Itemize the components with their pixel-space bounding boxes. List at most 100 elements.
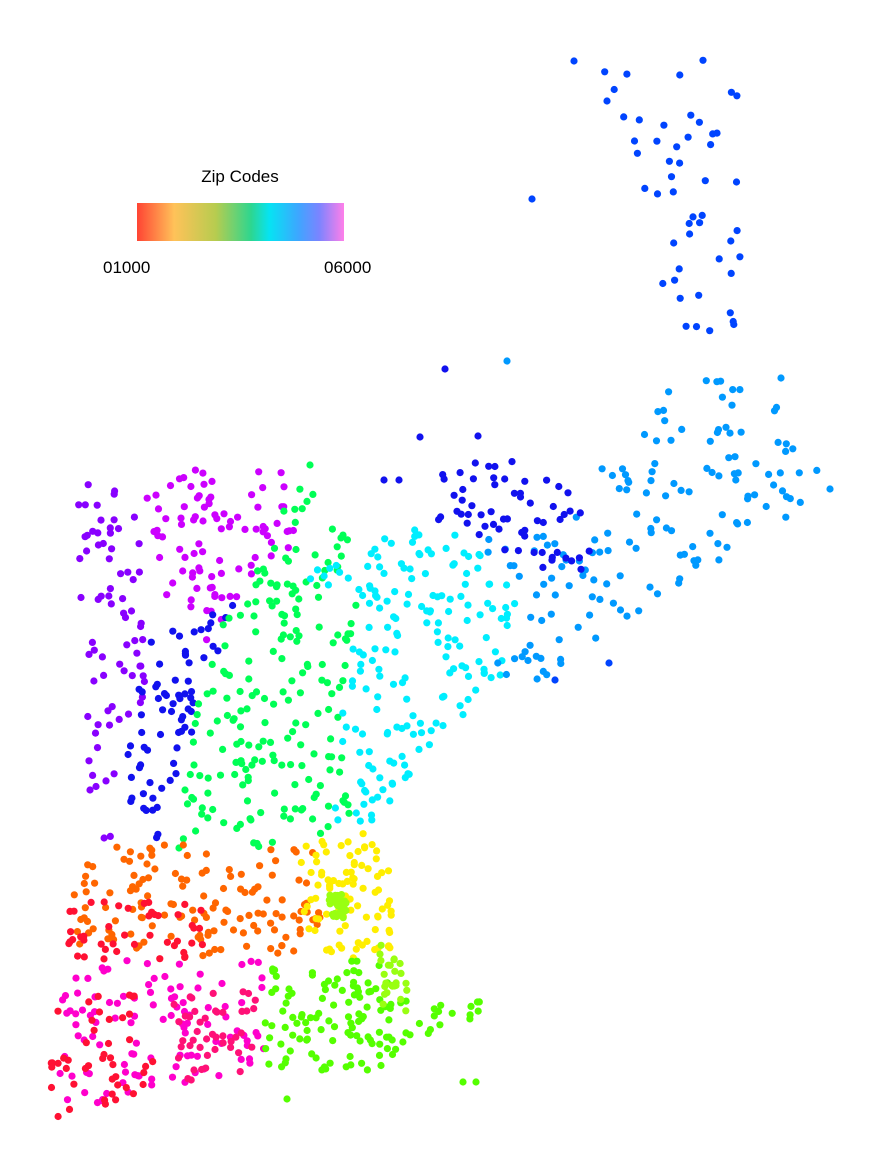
zip-code-point bbox=[189, 906, 197, 914]
zip-code-point bbox=[181, 786, 189, 794]
zip-code-point bbox=[148, 922, 156, 930]
zip-code-point bbox=[328, 753, 336, 761]
zip-code-point bbox=[385, 1016, 393, 1024]
zip-code-point bbox=[137, 852, 145, 860]
zip-code-point bbox=[82, 1039, 90, 1047]
zip-code-point bbox=[577, 565, 585, 573]
zip-code-point bbox=[737, 428, 745, 436]
zip-code-point bbox=[287, 761, 295, 769]
zip-code-point bbox=[149, 806, 157, 814]
zip-code-point bbox=[84, 481, 92, 489]
zip-code-point bbox=[204, 1004, 212, 1012]
zip-code-point bbox=[278, 896, 286, 904]
zip-code-point bbox=[490, 474, 498, 482]
zip-code-point bbox=[278, 1063, 286, 1071]
zip-code-point bbox=[356, 667, 364, 675]
zip-code-point bbox=[265, 1060, 273, 1068]
zip-code-point bbox=[218, 979, 226, 988]
zip-code-point bbox=[258, 983, 266, 992]
zip-code-point bbox=[229, 716, 237, 724]
zip-code-point bbox=[325, 896, 333, 904]
zip-code-point bbox=[193, 584, 201, 593]
zip-code-point bbox=[223, 694, 231, 702]
zip-code-point bbox=[209, 989, 217, 998]
zip-code-point bbox=[557, 655, 565, 664]
zip-code-point bbox=[135, 540, 143, 548]
zip-code-point bbox=[687, 111, 695, 119]
zip-code-point bbox=[474, 432, 482, 440]
zip-code-point bbox=[623, 486, 631, 494]
zip-code-point bbox=[219, 1032, 227, 1040]
zip-code-point bbox=[199, 517, 207, 525]
zip-code-point bbox=[108, 1090, 116, 1098]
zip-code-point bbox=[131, 637, 139, 645]
zip-code-point bbox=[215, 1072, 223, 1080]
zip-code-point bbox=[142, 1062, 150, 1070]
zip-code-point bbox=[280, 483, 288, 491]
zip-code-point bbox=[579, 571, 587, 580]
zip-code-point bbox=[648, 468, 656, 476]
zip-code-point bbox=[216, 771, 225, 779]
zip-code-point bbox=[94, 721, 102, 729]
zip-code-point bbox=[267, 846, 275, 854]
zip-code-point bbox=[97, 592, 105, 600]
zip-code-point bbox=[267, 945, 275, 953]
zip-code-point bbox=[392, 614, 400, 623]
zip-code-point bbox=[292, 719, 300, 727]
zip-code-point bbox=[254, 958, 262, 967]
zip-code-point bbox=[526, 641, 534, 649]
zip-code-point bbox=[364, 865, 372, 873]
zip-code-point bbox=[196, 970, 204, 978]
zip-code-point bbox=[485, 535, 493, 544]
zip-code-point bbox=[684, 133, 692, 141]
zip-code-point bbox=[610, 85, 618, 94]
zip-code-point bbox=[339, 531, 347, 539]
zip-code-point bbox=[568, 557, 576, 565]
zip-code-point bbox=[337, 842, 345, 850]
zip-code-point bbox=[120, 1060, 128, 1069]
zip-code-point bbox=[109, 940, 117, 948]
zip-code-point bbox=[256, 577, 264, 585]
zip-code-point bbox=[195, 924, 204, 933]
zip-code-point bbox=[282, 933, 290, 941]
zip-code-point bbox=[108, 545, 116, 553]
zip-code-point bbox=[97, 940, 105, 948]
zip-code-point bbox=[119, 1014, 127, 1022]
zip-code-point bbox=[204, 931, 212, 939]
zip-code-point bbox=[85, 650, 93, 659]
zip-code-point bbox=[348, 957, 356, 965]
zip-code-point bbox=[83, 547, 91, 555]
zip-code-point bbox=[323, 679, 331, 687]
zip-code-point bbox=[481, 522, 489, 530]
zip-code-point bbox=[152, 491, 160, 499]
zip-code-legend: Zip Codes 01000 06000 bbox=[100, 165, 380, 280]
zip-code-point bbox=[325, 1017, 333, 1025]
zip-code-point bbox=[143, 494, 151, 502]
zip-code-point bbox=[236, 687, 244, 696]
zip-code-point bbox=[126, 1036, 134, 1044]
zip-code-point bbox=[64, 1056, 72, 1064]
zip-code-point bbox=[660, 121, 668, 129]
zip-code-point bbox=[101, 945, 109, 954]
zip-code-point bbox=[85, 1070, 93, 1078]
zip-code-point bbox=[558, 563, 566, 571]
zip-code-point bbox=[376, 1040, 384, 1048]
zip-code-point bbox=[334, 713, 342, 721]
zip-code-point bbox=[120, 609, 128, 617]
zip-code-point bbox=[98, 964, 106, 972]
zip-code-point bbox=[346, 852, 354, 860]
zip-code-point bbox=[670, 479, 678, 488]
zip-code-point bbox=[208, 573, 216, 581]
zip-code-point bbox=[170, 1000, 178, 1009]
zip-code-point bbox=[80, 953, 88, 961]
zip-code-point bbox=[464, 672, 473, 681]
zip-code-point bbox=[243, 705, 251, 713]
zip-code-point bbox=[459, 711, 467, 719]
zip-code-point bbox=[144, 874, 153, 882]
zip-code-point bbox=[100, 898, 108, 906]
zip-code-point bbox=[286, 633, 294, 641]
zip-code-point bbox=[148, 846, 156, 854]
zip-code-point bbox=[110, 490, 118, 498]
zip-code-point bbox=[290, 912, 298, 920]
zip-code-point bbox=[471, 459, 479, 467]
